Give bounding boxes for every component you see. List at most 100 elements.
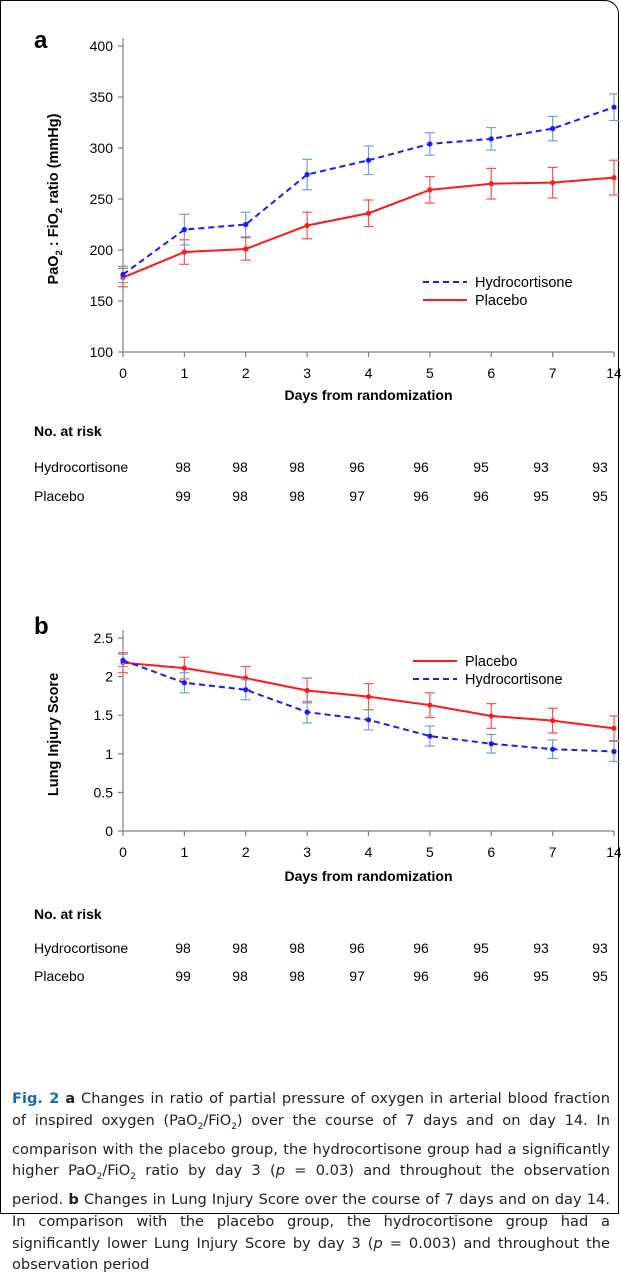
x-tick-label: 3 <box>303 844 311 860</box>
panel-letter-a: a <box>34 27 48 54</box>
data-point-placebo <box>304 222 310 229</box>
y-tick-label: 1.5 <box>94 707 114 723</box>
data-point-hydrocortisone <box>611 748 617 755</box>
y-tick-label: 0.5 <box>94 784 114 800</box>
x-tick-label: 14 <box>606 844 621 860</box>
data-point-hydrocortisone <box>488 136 494 142</box>
risk-cell: 99 <box>175 488 191 504</box>
data-point-hydrocortisone <box>304 709 310 715</box>
x-axis-title: Days from randomization <box>284 387 452 403</box>
risk-cell: 95 <box>473 459 489 475</box>
data-point-hydrocortisone <box>611 104 617 110</box>
caption-text: a Changes in ratio of partial pressure o… <box>12 1090 610 1273</box>
data-point-placebo <box>550 180 556 186</box>
risk-cell: 96 <box>349 459 365 475</box>
x-tick-label: 5 <box>426 365 434 381</box>
chart-panel-b: b 0 0.5 1 1.5 2 2.5 0 1 2 3 4 5 6 7 14 Days from randomi… <box>34 613 621 984</box>
x-tick-label: 2 <box>242 365 250 381</box>
caption-segment: p <box>275 1162 285 1180</box>
y-tick-label: 150 <box>90 293 114 309</box>
x-tick-label: 2 <box>242 844 250 860</box>
risk-cell: 93 <box>592 940 608 956</box>
y-tick-label: 200 <box>90 242 114 258</box>
risk-cell: 98 <box>289 968 305 984</box>
risk-cell: 96 <box>473 968 489 984</box>
y-axis-title-part: ratio (mmHg) <box>46 113 62 207</box>
caption-segment: b <box>68 1191 79 1208</box>
risk-cell: 96 <box>413 459 429 475</box>
caption-segment: 2 <box>130 1172 136 1183</box>
risk-cell: 96 <box>473 488 489 504</box>
data-point-placebo <box>427 702 433 708</box>
x-tick-label: 4 <box>365 844 373 860</box>
y-axis-title-part: 2 <box>54 250 65 255</box>
figure-caption: Fig. 2 a Changes in ratio of partial pre… <box>12 1088 610 1276</box>
risk-cell: 98 <box>289 940 305 956</box>
data-point-placebo <box>488 181 494 187</box>
caption-segment: 2 <box>231 1121 237 1132</box>
risk-cell: 98 <box>289 488 305 504</box>
data-point-hydrocortisone <box>550 746 556 752</box>
data-point-placebo <box>488 713 494 719</box>
y-tick-label: 1 <box>105 746 113 762</box>
data-point-placebo <box>427 187 433 193</box>
caption-segment: ratio by day 3 ( <box>135 1162 276 1180</box>
risk-cell: 96 <box>349 940 365 956</box>
risk-cell: 95 <box>533 968 549 984</box>
risk-row-label: Placebo <box>34 968 85 984</box>
data-point-placebo <box>611 725 617 731</box>
legend-label-hydrocortisone: Hydrocortisone <box>475 275 573 291</box>
data-point-hydrocortisone <box>181 680 187 686</box>
x-tick-label: 0 <box>119 844 127 860</box>
data-point-hydrocortisone <box>243 687 249 693</box>
risk-cell: 98 <box>232 488 248 504</box>
y-tick-label: 0 <box>105 823 113 839</box>
risk-row-label: Hydrocortisone <box>34 940 128 956</box>
x-tick-label: 7 <box>549 365 557 381</box>
data-point-hydrocortisone <box>304 171 310 178</box>
caption-segment: /FiO <box>102 1162 131 1180</box>
data-point-placebo <box>243 246 249 252</box>
risk-cell: 97 <box>349 968 365 984</box>
y-tick-label: 100 <box>90 344 114 360</box>
risk-cell: 97 <box>349 488 365 504</box>
risk-cell: 98 <box>175 940 191 956</box>
data-point-placebo <box>304 687 310 694</box>
data-point-hydrocortisone <box>427 141 433 147</box>
risk-cell: 95 <box>592 488 608 504</box>
caption-segment: Changes in ratio of partial pressure of … <box>12 1090 610 1129</box>
y-axis-title-part: 2 <box>54 208 65 213</box>
data-point-placebo <box>365 694 372 700</box>
y-axis-title-part: Lung Injury Score <box>46 673 62 796</box>
risk-cell: 98 <box>232 940 248 956</box>
data-point-hydrocortisone <box>181 227 187 233</box>
risk-row-label: Placebo <box>34 488 85 504</box>
caption-segment: /FiO <box>203 1111 232 1129</box>
y-axis-title: PaO2 : FiO2 ratio (mmHg) <box>46 113 65 284</box>
x-tick-label: 0 <box>119 365 127 381</box>
risk-cell: 93 <box>533 940 549 956</box>
risk-cell: 93 <box>533 459 549 475</box>
data-point-placebo <box>181 665 187 671</box>
risk-cell: 95 <box>473 940 489 956</box>
data-point-hydrocortisone <box>120 271 126 278</box>
y-axis-title-part: : FiO <box>46 213 62 250</box>
x-tick-label: 6 <box>487 365 495 381</box>
risk-cell: 98 <box>175 459 191 475</box>
x-tick-label: 7 <box>549 844 557 860</box>
risk-cell: 93 <box>592 459 608 475</box>
y-tick-label: 250 <box>90 191 114 207</box>
risk-cell: 95 <box>533 488 549 504</box>
series-line-placebo <box>122 176 615 279</box>
risk-cell: 99 <box>175 968 191 984</box>
y-tick-label: 400 <box>90 38 114 54</box>
x-tick-label: 6 <box>487 844 495 860</box>
risk-cell: 98 <box>289 459 305 475</box>
risk-cell: 96 <box>413 488 429 504</box>
risk-row-label: Hydrocortisone <box>34 459 128 475</box>
risk-table-title: No. at risk <box>34 906 102 922</box>
x-tick-label: 4 <box>365 365 373 381</box>
risk-cell: 98 <box>232 459 248 475</box>
data-point-hydrocortisone <box>365 717 372 723</box>
y-tick-label: 350 <box>90 89 114 105</box>
